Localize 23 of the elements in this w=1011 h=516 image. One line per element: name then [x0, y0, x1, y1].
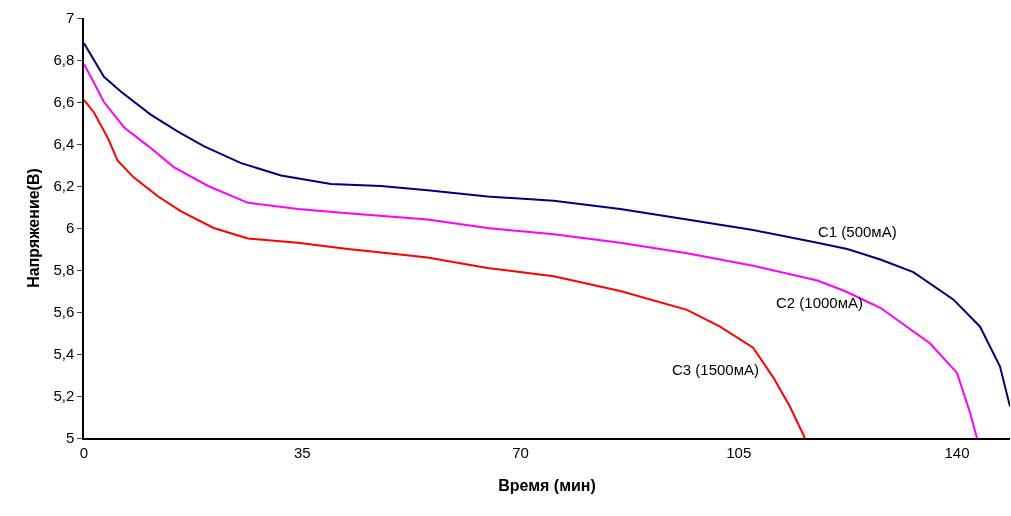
- series-label: C2 (1000мА): [776, 294, 864, 311]
- line-series: [84, 63, 978, 438]
- series-label: C1 (500мА): [818, 223, 897, 240]
- y-tick-label: 6: [65, 219, 75, 237]
- y-axis-title: Напряжение(В): [24, 168, 42, 288]
- x-tick-label: 0: [79, 443, 89, 461]
- y-tick-label: 5,8: [53, 261, 75, 279]
- x-tick-label: 35: [293, 443, 311, 461]
- y-tick-label: 5,6: [53, 303, 75, 321]
- y-tick-label: 6,8: [53, 51, 75, 69]
- x-axis-title: Время (мин): [498, 476, 596, 494]
- y-tick-label: 6,4: [53, 135, 75, 153]
- y-tick-label: 6,6: [53, 93, 75, 111]
- line-series: [84, 42, 1010, 408]
- y-tick-label: 5,2: [53, 387, 75, 405]
- x-tick-label: 70: [512, 443, 529, 461]
- y-tick-label: 7: [65, 9, 75, 27]
- y-tick-label: 6,2: [53, 177, 75, 195]
- series-label: C3 (1500мА): [672, 361, 760, 378]
- y-tick-label: 5: [65, 429, 75, 447]
- x-tick-label: 140: [944, 443, 970, 461]
- y-tick-label: 5,4: [53, 345, 75, 363]
- x-tick-label: 105: [726, 443, 752, 461]
